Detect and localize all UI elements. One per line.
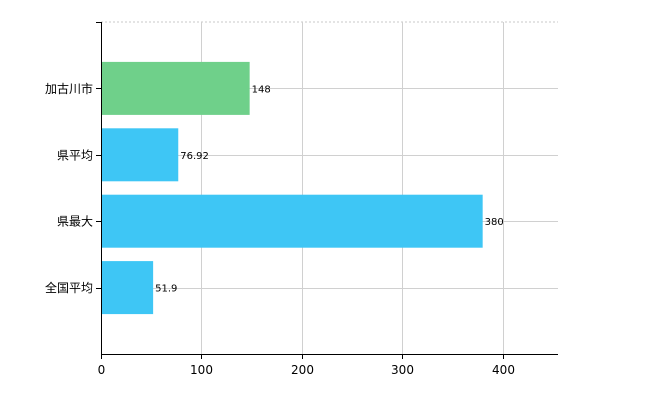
data-label: 76.92 [180, 151, 209, 162]
x-tick-label: 0 [98, 363, 106, 377]
data-label: 380 [485, 217, 504, 228]
y-tick-label: 全国平均 [45, 280, 93, 295]
bar [101, 194, 483, 248]
bar [101, 261, 154, 315]
bar [101, 128, 179, 182]
y-tick-label: 県平均 [57, 148, 93, 162]
data-label: 51.9 [155, 284, 177, 295]
x-tick-label: 300 [391, 363, 414, 377]
x-tick-label: 200 [291, 363, 314, 377]
data-label: 148 [252, 84, 271, 95]
y-tick-label: 加古川市 [45, 81, 93, 96]
x-tick-label: 100 [190, 363, 213, 377]
bar [101, 61, 250, 115]
x-tick-label: 400 [492, 363, 515, 377]
y-tick-label: 県最大 [57, 215, 93, 229]
